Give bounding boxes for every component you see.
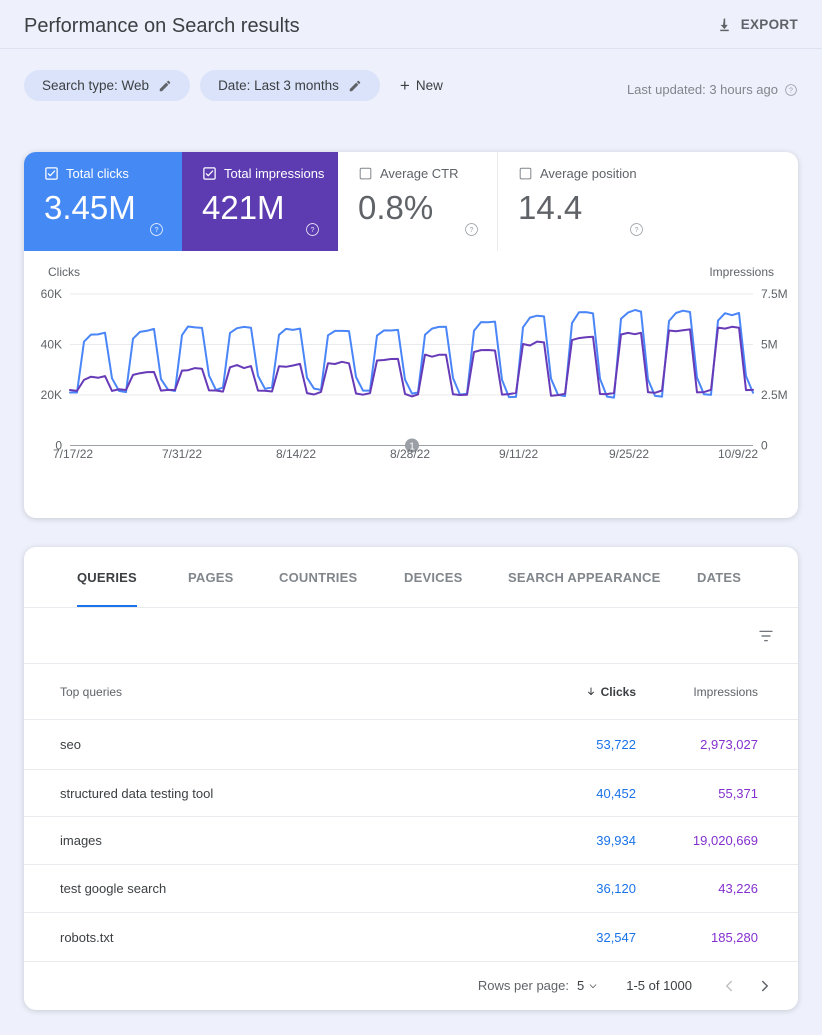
svg-text:60K: 60K xyxy=(41,287,62,301)
svg-text:20K: 20K xyxy=(41,388,62,402)
svg-text:?: ? xyxy=(635,227,639,234)
svg-text:40K: 40K xyxy=(41,338,62,352)
svg-text:0: 0 xyxy=(761,439,768,453)
svg-text:?: ? xyxy=(311,227,315,234)
svg-text:?: ? xyxy=(789,87,793,94)
svg-text:?: ? xyxy=(470,227,474,234)
svg-text:?: ? xyxy=(155,227,159,234)
svg-text:5M: 5M xyxy=(761,338,778,352)
svg-text:2.5M: 2.5M xyxy=(761,388,788,402)
svg-text:7.5M: 7.5M xyxy=(761,287,788,301)
